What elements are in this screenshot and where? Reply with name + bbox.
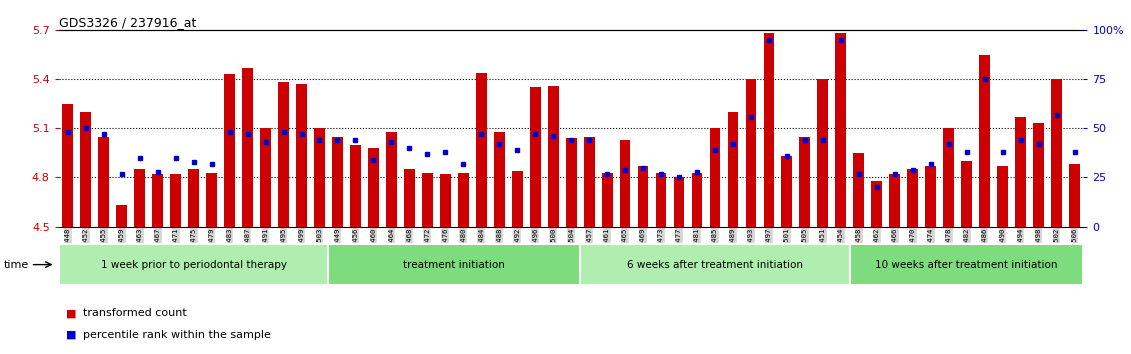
Bar (153, 174, 163, 227)
Bar (386, 132, 397, 227)
Bar (620, 140, 630, 227)
Bar (62, 104, 74, 227)
Bar (440, 174, 451, 227)
Bar (836, 33, 846, 227)
Bar (422, 172, 433, 227)
Bar (818, 79, 828, 227)
Bar (1016, 117, 1026, 227)
Bar (368, 148, 379, 227)
Bar (907, 169, 918, 227)
Bar (745, 79, 757, 227)
Text: 6 weeks after treatment initiation: 6 weeks after treatment initiation (627, 259, 803, 270)
Bar (314, 129, 325, 227)
Bar (580, 244, 849, 285)
Bar (458, 172, 468, 227)
Text: 10 weeks after treatment initiation: 10 weeks after treatment initiation (875, 259, 1057, 270)
Bar (547, 86, 559, 227)
Text: ■: ■ (66, 308, 76, 318)
Bar (638, 166, 648, 227)
Bar (512, 171, 523, 227)
Bar (224, 74, 235, 227)
Bar (135, 169, 145, 227)
Bar (476, 73, 486, 227)
Bar (889, 174, 900, 227)
Text: ■: ■ (66, 330, 76, 339)
Bar (691, 172, 702, 227)
Bar (1033, 124, 1044, 227)
Bar (727, 112, 739, 227)
Bar (188, 169, 199, 227)
Bar (849, 244, 1083, 285)
Bar (1051, 79, 1062, 227)
Text: 1 week prior to periodontal therapy: 1 week prior to periodontal therapy (101, 259, 286, 270)
Bar (584, 137, 595, 227)
Bar (333, 137, 343, 227)
Bar (925, 166, 936, 227)
Bar (998, 166, 1008, 227)
Bar (260, 129, 271, 227)
Bar (1069, 164, 1080, 227)
Bar (943, 129, 955, 227)
Bar (116, 205, 127, 227)
Bar (602, 172, 613, 227)
Bar (529, 87, 541, 227)
Bar (782, 156, 793, 227)
Text: percentile rank within the sample: percentile rank within the sample (83, 330, 270, 339)
Bar (404, 169, 415, 227)
Bar (59, 244, 328, 285)
Bar (296, 84, 307, 227)
Bar (979, 55, 990, 227)
Text: time: time (3, 259, 28, 270)
Bar (871, 181, 882, 227)
Bar (98, 137, 110, 227)
Bar (171, 174, 181, 227)
Bar (800, 137, 810, 227)
Bar (242, 68, 253, 227)
Text: transformed count: transformed count (83, 308, 187, 318)
Bar (763, 33, 775, 227)
Bar (656, 172, 666, 227)
Bar (328, 244, 580, 285)
Bar (674, 177, 684, 227)
Text: treatment initiation: treatment initiation (404, 259, 506, 270)
Bar (206, 172, 217, 227)
Text: GDS3326 / 237916_at: GDS3326 / 237916_at (59, 16, 196, 29)
Bar (349, 145, 361, 227)
Bar (854, 153, 864, 227)
Bar (961, 161, 972, 227)
Bar (80, 112, 92, 227)
Bar (494, 132, 504, 227)
Bar (278, 82, 288, 227)
Bar (566, 138, 577, 227)
Bar (709, 129, 720, 227)
